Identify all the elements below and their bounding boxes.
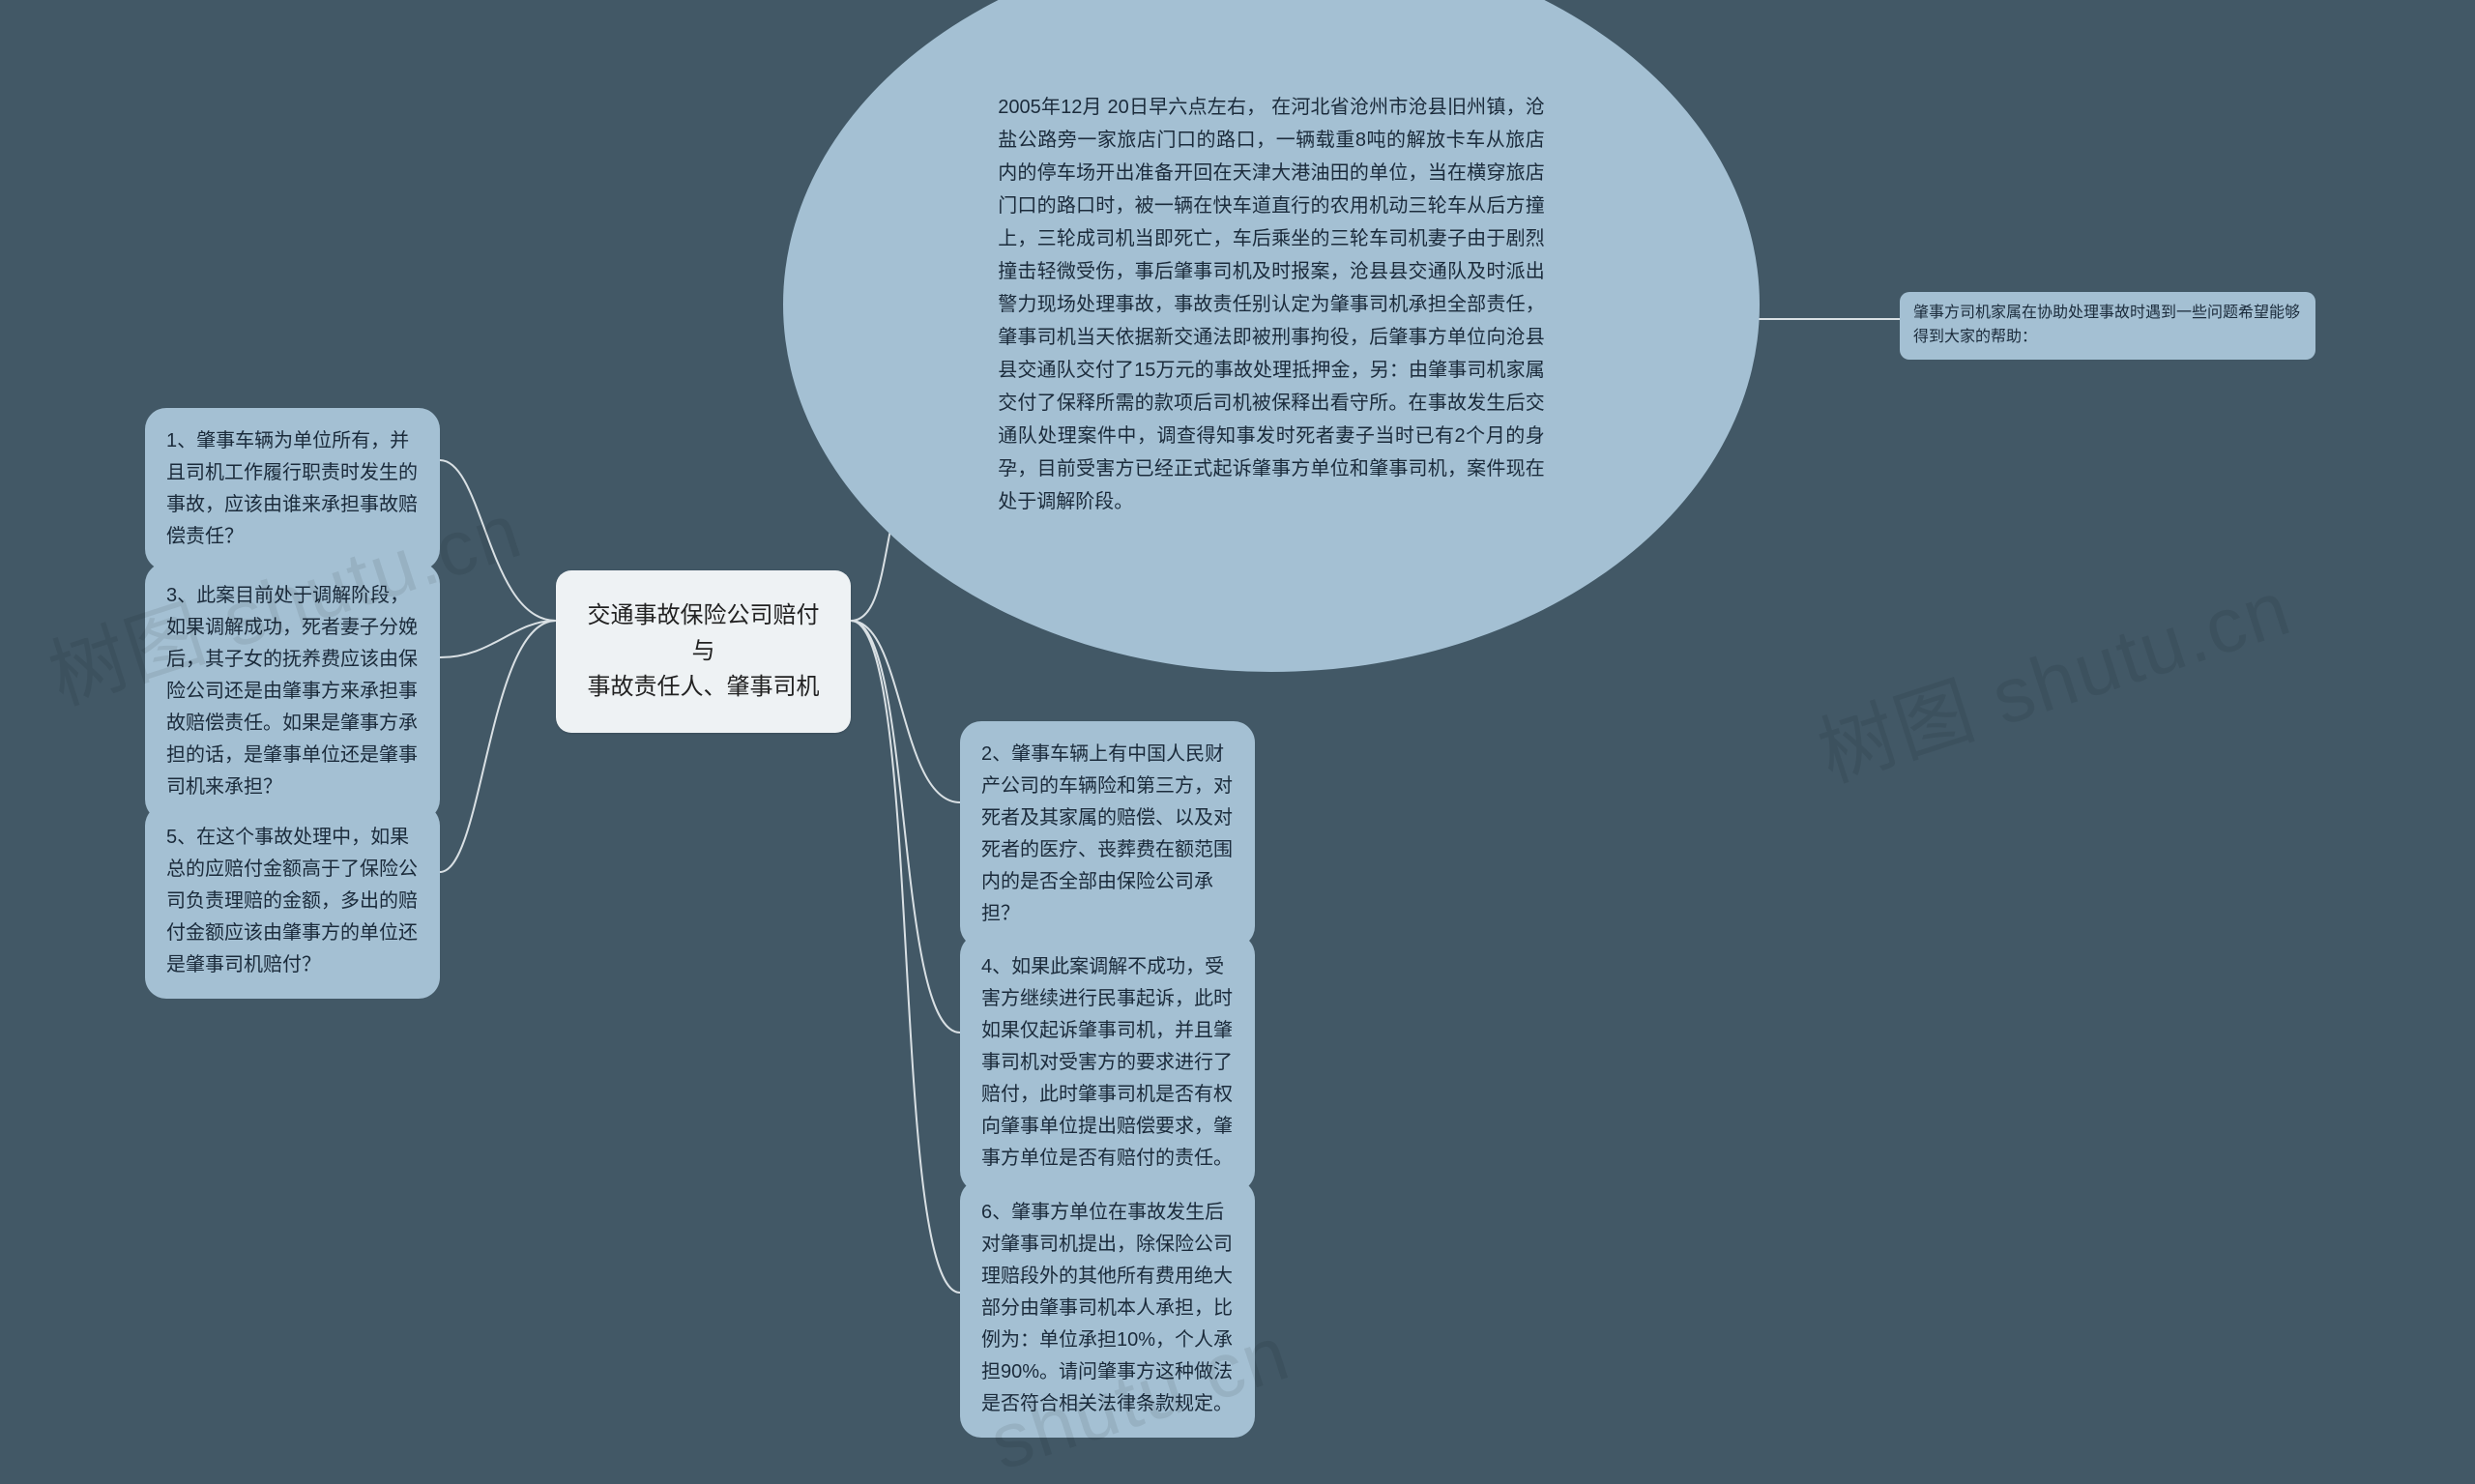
question-node-2[interactable]: 2、肇事车辆上有中国人民财产公司的车辆险和第三方，对死者及其家属的赔偿、以及对死… xyxy=(960,721,1255,947)
edge xyxy=(851,621,960,1033)
edge xyxy=(440,621,556,872)
question-node-6[interactable]: 6、肇事方单位在事故发生后对肇事司机提出，除保险公司理赔段外的其他所有费用绝大部… xyxy=(960,1179,1255,1438)
edge xyxy=(440,460,556,621)
question-text: 4、如果此案调解不成功，受害方继续进行民事起诉，此时如果仅起诉肇事司机，并且肇事… xyxy=(981,956,1233,1169)
question-text: 1、肇事车辆为单位所有，并且司机工作履行职责时发生的事故，应该由谁来承担事故赔偿… xyxy=(166,430,418,547)
root-label-line1: 交通事故保险公司赔付与 xyxy=(583,597,824,669)
question-node-5[interactable]: 5、在这个事故处理中，如果总的应赔付金额高于了保险公司负责理赔的金额，多出的赔付… xyxy=(145,804,440,999)
question-node-4[interactable]: 4、如果此案调解不成功，受害方继续进行民事起诉，此时如果仅起诉肇事司机，并且肇事… xyxy=(960,934,1255,1192)
prompt-note-node[interactable]: 肇事方司机家属在协助处理事故时遇到一些问题希望能够得到大家的帮助： xyxy=(1900,292,2315,360)
question-text: 6、肇事方单位在事故发生后对肇事司机提出，除保险公司理赔段外的其他所有费用绝大部… xyxy=(981,1202,1233,1414)
question-node-1[interactable]: 1、肇事车辆为单位所有，并且司机工作履行职责时发生的事故，应该由谁来承担事故赔偿… xyxy=(145,408,440,570)
question-text: 5、在这个事故处理中，如果总的应赔付金额高于了保险公司负责理赔的金额，多出的赔付… xyxy=(166,827,418,975)
question-text: 3、此案目前处于调解阶段，如果调解成功，死者妻子分娩后，其子女的抚养费应该由保险… xyxy=(166,585,418,798)
question-text: 2、肇事车辆上有中国人民财产公司的车辆险和第三方，对死者及其家属的赔偿、以及对死… xyxy=(981,743,1233,924)
case-summary-text: 2005年12月 20日早六点左右， 在河北省沧州市沧县旧州镇，沧盐公路旁一家旅… xyxy=(998,91,1545,518)
mindmap-root-node[interactable]: 交通事故保险公司赔付与 事故责任人、肇事司机 xyxy=(556,570,851,733)
edge xyxy=(851,621,960,802)
prompt-note-text: 肇事方司机家属在协助处理事故时遇到一些问题希望能够得到大家的帮助： xyxy=(1913,305,2300,345)
root-label-line2: 事故责任人、肇事司机 xyxy=(583,669,824,705)
question-node-3[interactable]: 3、此案目前处于调解阶段，如果调解成功，死者妻子分娩后，其子女的抚养费应该由保险… xyxy=(145,563,440,821)
